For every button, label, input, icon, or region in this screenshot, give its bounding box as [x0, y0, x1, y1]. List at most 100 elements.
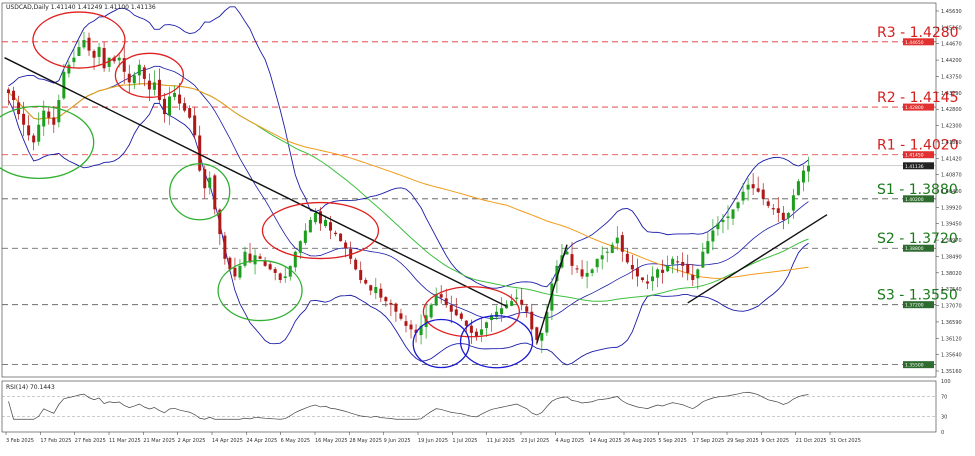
candle [691, 264, 695, 286]
candle [162, 93, 166, 123]
candle-body [721, 219, 725, 223]
candle-body [72, 57, 76, 63]
candle [112, 55, 116, 64]
candle [208, 171, 212, 195]
candle [640, 277, 644, 283]
candle [354, 257, 358, 271]
candle [243, 246, 247, 268]
candle-body [233, 267, 237, 277]
candle-body [62, 71, 66, 99]
candle [404, 315, 408, 333]
candle [97, 43, 101, 66]
candle-body [525, 306, 529, 312]
bollinger-upper [8, 6, 809, 289]
candle-body [459, 313, 463, 319]
candle-body [495, 311, 499, 318]
candle [590, 268, 594, 277]
candle-body [369, 285, 373, 291]
candle-body [806, 165, 810, 172]
candle [399, 308, 403, 321]
candle [142, 64, 146, 87]
candle [449, 295, 453, 324]
candle-body [188, 108, 192, 118]
date-tick-label: 5 Sep 2025 [658, 438, 687, 444]
price-tick-label: 1.38490 [941, 254, 962, 260]
candle [484, 321, 488, 337]
date-tick-label: 14 Aug 2025 [590, 438, 622, 444]
date-tick-label: 14 Apr 2025 [212, 438, 243, 444]
candle [127, 64, 131, 94]
bollinger-middle [8, 65, 809, 319]
candle [394, 302, 398, 322]
candle-body [67, 64, 71, 74]
level-price-tag-bg [903, 38, 934, 46]
candle-body [781, 212, 785, 220]
candle-body [293, 251, 297, 268]
level-price-tag-bg [903, 195, 934, 203]
highlight-circle [0, 105, 95, 180]
candle [67, 60, 71, 78]
date-tick-label: 3 Feb 2025 [6, 438, 34, 444]
candle [374, 277, 378, 300]
candle-body [82, 40, 86, 48]
candle [344, 240, 348, 258]
candle-body [726, 216, 730, 219]
candle-body [706, 241, 710, 254]
candle-body [741, 191, 745, 201]
candle-body [303, 230, 307, 243]
candle [731, 209, 735, 226]
candle-body [550, 283, 554, 311]
candle [57, 94, 61, 128]
rsi-panel-frame [1, 380, 937, 433]
candle-body [610, 244, 614, 253]
candle-body [162, 98, 166, 115]
candle-body [691, 274, 695, 280]
highlight-circle [261, 201, 380, 260]
candle-body [298, 241, 302, 253]
candle [656, 267, 660, 288]
highlight-circle [114, 52, 185, 98]
date-tick-label: 29 Sep 2025 [727, 438, 759, 444]
candle-body [530, 311, 534, 330]
trendline-steep [536, 244, 568, 344]
candle [218, 208, 222, 245]
candle-body [394, 303, 398, 312]
candle-body [12, 90, 16, 101]
candle-body [786, 212, 790, 218]
level-price-tag-bg [903, 301, 934, 309]
current-price-tag: 1.41136 [905, 164, 924, 170]
level-label-r2: R2 - 1.4145 [877, 90, 959, 106]
candle-body [243, 251, 247, 266]
candle-body [500, 308, 504, 315]
candle-body [318, 211, 322, 224]
candle-body [193, 115, 197, 136]
candle-body [469, 325, 473, 333]
candle-body [208, 177, 212, 188]
candle [806, 156, 810, 183]
price-tick-label: 1.43750 [941, 74, 962, 80]
candle [183, 97, 187, 113]
candle-body [178, 94, 182, 104]
candle [651, 266, 655, 291]
candle [459, 311, 463, 321]
candle [681, 252, 685, 278]
candle [349, 241, 353, 265]
candle [711, 219, 715, 251]
candle-body [580, 269, 584, 277]
candle-body [97, 47, 101, 57]
candle-body [323, 219, 327, 227]
candle-body [651, 276, 655, 282]
candle [263, 257, 267, 267]
candle-body [359, 270, 363, 280]
price-tick-label: 1.36120 [941, 336, 962, 342]
price-tick-label: 1.36590 [941, 320, 962, 326]
candle-body [173, 92, 177, 97]
candle-body [142, 67, 146, 79]
candle [696, 268, 700, 290]
date-tick-label: 17 Feb 2025 [40, 438, 71, 444]
level-price-tag: 1.35500 [905, 363, 924, 369]
highlight-circle [412, 318, 470, 369]
candle-body [545, 311, 549, 333]
candle-body [268, 264, 272, 270]
rsi-tick-label: 0 [941, 430, 944, 436]
